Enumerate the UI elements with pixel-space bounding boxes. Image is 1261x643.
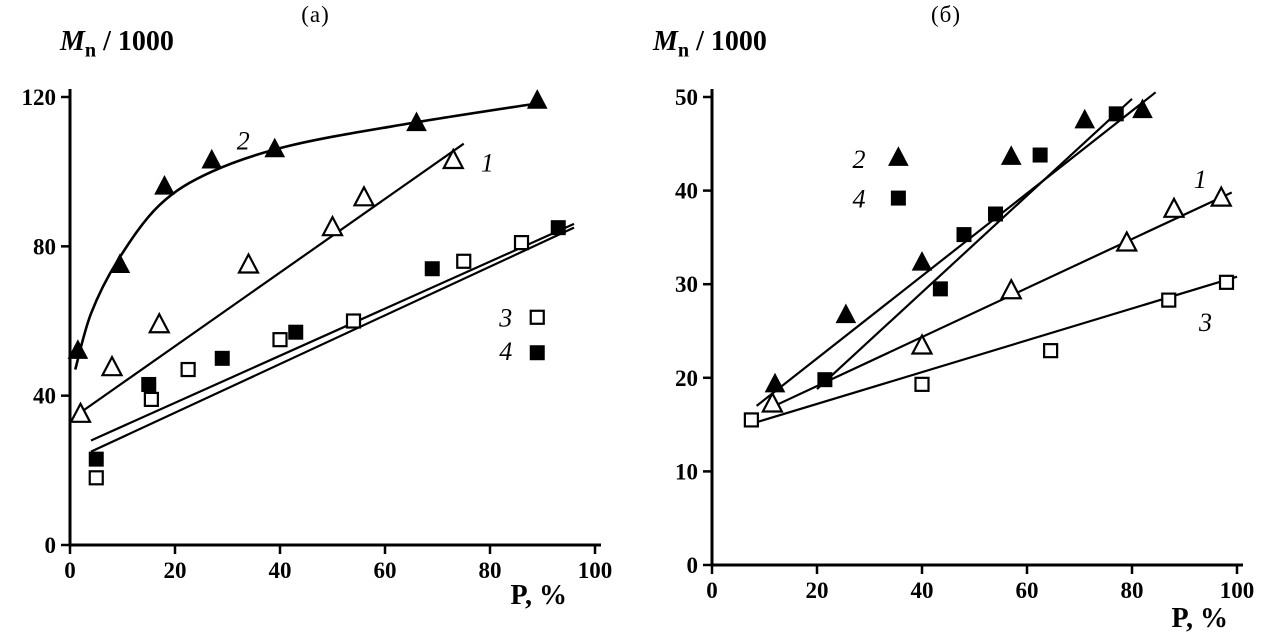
chart-panel-a: 0 20 40 60 80 100 0 40 80 120 2 1 3 4 (а) Mn / 1000 P… [22,2,613,611]
svg-text:3: 3 [1198,308,1212,337]
panel-label-a: (а) [301,2,330,27]
svg-text:80: 80 [1121,578,1144,603]
svg-text:2: 2 [237,126,250,155]
svg-text:120: 120 [22,85,57,110]
svg-text:20: 20 [164,558,187,583]
svg-text:20: 20 [675,366,698,391]
svg-text:0: 0 [687,553,699,578]
y-axis-symbol: M [653,26,678,57]
svg-text:4: 4 [499,337,512,366]
svg-text:100: 100 [578,558,613,583]
svg-text:30: 30 [675,272,698,297]
y-axis-units: / 1000 [689,26,767,57]
svg-text:10: 10 [675,459,698,484]
svg-text:40: 40 [269,558,292,583]
svg-text:50: 50 [675,85,698,110]
svg-text:60: 60 [374,558,397,583]
svg-text:1: 1 [481,149,494,178]
y-axis-subscript: n [677,39,690,62]
svg-text:40: 40 [911,578,934,603]
y-axis-units: / 1000 [96,26,174,57]
chart-panel-b: 0 20 40 60 80 100 0 10 20 30 40 50 1 3 2 4 (б) Mn / 100… [631,0,1261,643]
svg-text:40: 40 [33,384,56,409]
x-axis-label-a: P, % [510,580,567,611]
plot-area-b: 0 20 40 60 80 100 0 10 20 30 40 50 1 3 2 4 [675,85,1255,603]
x-axis-label-b: P, % [1171,603,1228,634]
svg-text:40: 40 [675,179,698,204]
svg-text:0: 0 [64,558,76,583]
y-axis-symbol: M [60,26,85,57]
svg-text:4: 4 [853,184,866,213]
svg-text:60: 60 [1016,578,1039,603]
svg-text:0: 0 [45,533,57,558]
y-axis-title-a: Mn / 1000 [60,26,174,63]
svg-text:3: 3 [498,304,512,333]
svg-text:0: 0 [706,578,718,603]
svg-text:80: 80 [33,234,56,259]
svg-text:20: 20 [806,578,829,603]
panel-label-b: (б) [930,2,962,27]
y-axis-title-b: Mn / 1000 [653,26,767,63]
plot-area-a: 0 20 40 60 80 100 0 40 80 120 2 1 3 4 [22,85,613,583]
y-axis-subscript: n [84,39,97,62]
svg-text:80: 80 [479,558,502,583]
svg-text:1: 1 [1194,165,1207,194]
svg-text:100: 100 [1220,578,1255,603]
svg-text:2: 2 [853,145,866,174]
